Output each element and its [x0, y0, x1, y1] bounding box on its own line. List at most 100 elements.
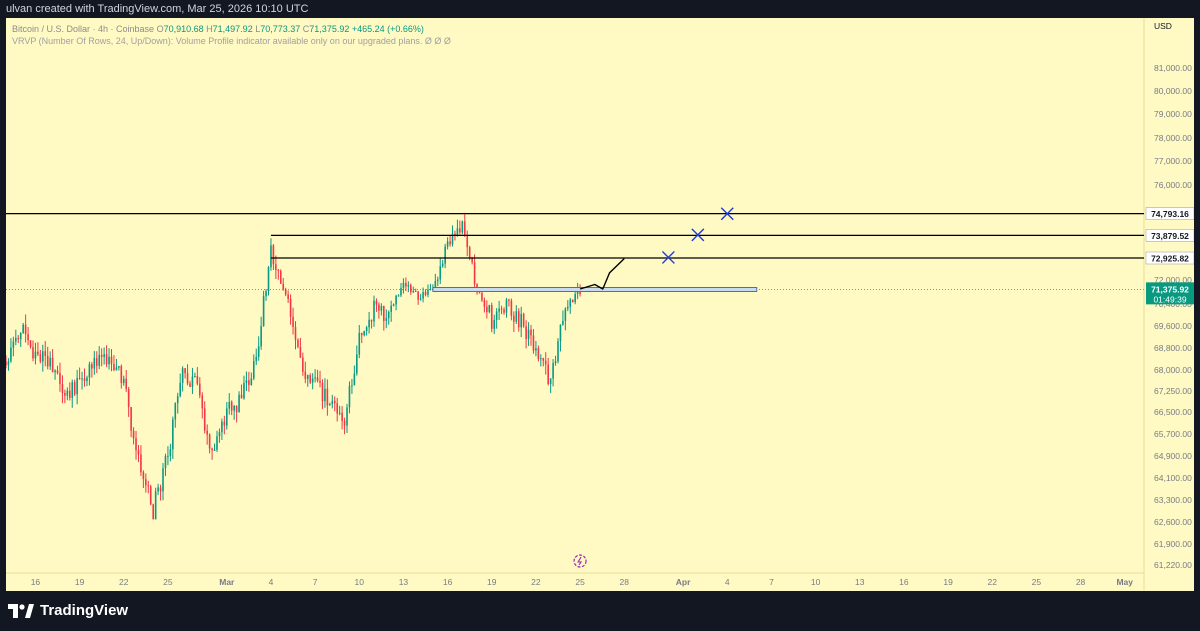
candle-body	[336, 403, 338, 414]
price-chart[interactable]: 74,793.16 73,879.52 72,925.82 81,000.00 80,0…	[6, 18, 1194, 591]
price-tick-label: 64,900.00	[1154, 451, 1192, 461]
candle-body	[329, 404, 331, 406]
candle-body	[569, 299, 572, 307]
candle-body	[466, 236, 469, 248]
symbol-name[interactable]: Bitcoin / U.S. Dollar · 4h · Coinbase	[12, 24, 155, 34]
price-tick-label: 68,800.00	[1154, 343, 1192, 353]
candle-body	[233, 405, 235, 411]
candle-body	[549, 378, 552, 385]
x-mark-stroke	[691, 228, 705, 242]
candle-body	[380, 305, 383, 311]
candle-body	[356, 354, 358, 374]
candle-body	[218, 432, 221, 437]
candle-body	[252, 361, 255, 379]
candle-body	[402, 282, 405, 288]
candle-body	[15, 337, 17, 342]
candle-body	[66, 390, 69, 396]
candle-body	[230, 401, 233, 411]
candle-body	[302, 357, 304, 372]
candle-body	[351, 385, 353, 387]
event-icon-ring	[573, 554, 587, 568]
footer-bar	[0, 591, 1200, 631]
change-value: +465.24 (+0.66%)	[351, 24, 424, 34]
indicator-icons[interactable]: Ø Ø Ø	[424, 36, 451, 46]
candle-body	[199, 383, 201, 396]
candle-body	[235, 405, 238, 413]
candle-body	[493, 319, 496, 329]
candle-body	[461, 221, 464, 233]
currency-label: USD	[1154, 21, 1172, 31]
candle-body	[164, 456, 167, 469]
candle-body	[154, 491, 157, 520]
candle-body	[471, 258, 473, 263]
time-tick-label: Mar	[219, 577, 235, 587]
price-tick-label: 80,000.00	[1154, 86, 1192, 96]
candle-body	[370, 319, 373, 322]
x-mark-stroke	[720, 207, 734, 221]
candle-body	[390, 305, 392, 312]
candle-body	[255, 356, 258, 362]
candle-body	[375, 300, 378, 305]
symbol-legend: Bitcoin / U.S. Dollar · 4h · Coinbase O 7…	[12, 24, 424, 34]
candle-body	[78, 378, 81, 380]
candle-body	[191, 376, 194, 387]
open-label: O	[156, 24, 164, 34]
candle-body	[392, 304, 395, 306]
price-tick-label: 79,000.00	[1154, 109, 1192, 119]
candle-body	[360, 332, 363, 336]
time-tick-label: 22	[531, 577, 541, 587]
time-tick-label: 13	[855, 577, 865, 587]
candle-body	[341, 412, 343, 421]
candle-body	[321, 382, 324, 402]
candle-body	[441, 263, 444, 267]
event-icon	[573, 554, 587, 568]
candle-body	[429, 288, 432, 290]
candle-body	[81, 378, 83, 380]
candle-body	[412, 290, 415, 293]
candle-body	[201, 395, 204, 409]
candle-body	[110, 356, 113, 364]
candle-body	[311, 378, 314, 383]
candle-body	[378, 304, 380, 311]
candle-body	[91, 364, 93, 369]
level-price-label: 74,793.16	[1151, 209, 1189, 219]
candle-body	[498, 308, 500, 312]
candle-body	[206, 430, 208, 435]
time-tick-label: 28	[620, 577, 630, 587]
time-tick-label: Apr	[676, 577, 691, 587]
candle-body	[424, 291, 427, 295]
candle-body	[34, 351, 37, 359]
candle-body	[238, 394, 240, 413]
candle-body	[176, 396, 179, 404]
candle-body	[149, 486, 152, 505]
candle-body	[451, 233, 454, 245]
candle-body	[95, 358, 98, 366]
candle-body	[417, 291, 419, 300]
level-price-tag	[1145, 229, 1194, 242]
candle-body	[240, 394, 243, 399]
time-tick-label: 19	[75, 577, 85, 587]
candle-body	[363, 330, 365, 336]
candle-body	[226, 408, 228, 426]
time-tick-label: 7	[769, 577, 774, 587]
price-tick-label: 78,000.00	[1154, 133, 1192, 143]
candle-body	[181, 368, 184, 383]
candle-body	[414, 290, 417, 292]
low-value: 70,773.37	[260, 24, 301, 34]
time-tick-label: 4	[725, 577, 730, 587]
time-tick-label: 25	[1032, 577, 1042, 587]
time-tick-label: 22	[988, 577, 998, 587]
candle-body	[159, 487, 162, 492]
tradingview-wordmark: TradingView	[40, 602, 129, 619]
candle-body	[267, 267, 270, 292]
price-tick-label: 68,000.00	[1154, 365, 1192, 375]
candle-body	[86, 377, 88, 382]
indicator-text[interactable]: VRVP (Number Of Rows, 24, Up/Down): Volu…	[12, 36, 423, 46]
tradingview-logo[interactable]: TradingView	[8, 602, 128, 619]
candle-body	[59, 372, 61, 384]
candle-body	[39, 354, 42, 362]
candle-body	[410, 284, 412, 293]
x-mark-icon	[691, 228, 705, 242]
countdown-label: 01:49:39	[1153, 294, 1186, 304]
candle-body	[172, 419, 174, 450]
